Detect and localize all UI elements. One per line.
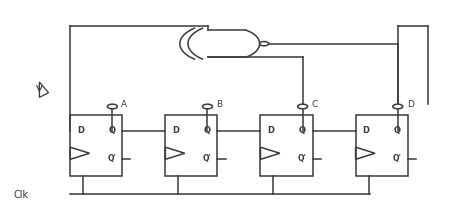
Circle shape — [202, 104, 212, 109]
Text: B: B — [217, 100, 223, 109]
Bar — [356, 115, 408, 176]
Text: Q: Q — [299, 126, 306, 135]
Text: Q': Q' — [298, 154, 307, 163]
Text: Q': Q' — [107, 154, 116, 163]
Text: Q: Q — [394, 126, 401, 135]
Bar — [165, 115, 217, 176]
Text: D: D — [267, 126, 275, 135]
Circle shape — [260, 42, 269, 46]
Text: D: D — [172, 126, 179, 135]
Text: D: D — [362, 126, 370, 135]
Text: Clk: Clk — [14, 190, 29, 200]
Text: Q: Q — [203, 126, 211, 135]
Circle shape — [393, 104, 403, 109]
Circle shape — [107, 104, 117, 109]
Text: C: C — [312, 100, 318, 109]
Text: Q': Q' — [393, 154, 402, 163]
Text: Q: Q — [108, 126, 116, 135]
Text: Q': Q' — [202, 154, 212, 163]
Bar — [260, 115, 313, 176]
Text: D: D — [77, 126, 84, 135]
Circle shape — [298, 104, 308, 109]
Bar — [70, 115, 122, 176]
Text: D: D — [407, 100, 414, 109]
Text: A: A — [121, 100, 128, 109]
